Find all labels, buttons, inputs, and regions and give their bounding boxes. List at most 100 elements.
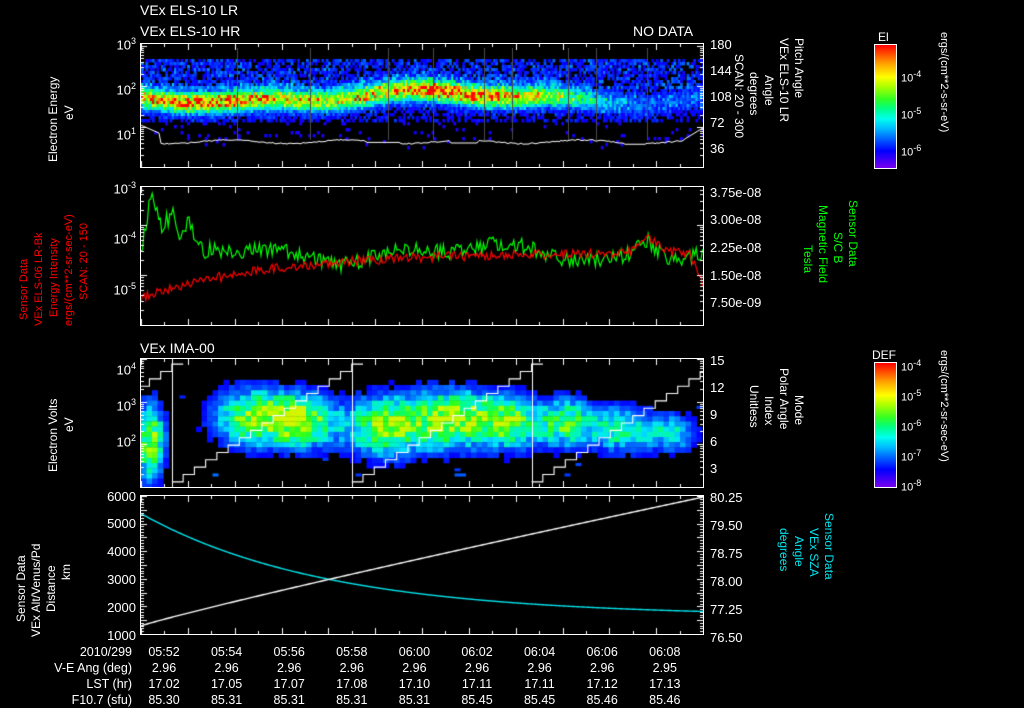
panel4-y2tick-4: 77.25 <box>710 602 743 617</box>
panel3-ytick-0: 104 <box>116 361 136 378</box>
bottom-cell-ve-ang-4: 2.96 <box>402 661 427 675</box>
bottom-cell-f107-3: 85.31 <box>336 693 368 707</box>
bottom-row-label-date: 2010/299 <box>79 645 132 659</box>
bottom-cell-f107-0: 85.30 <box>148 693 180 707</box>
bottom-cell-f107-6: 85.45 <box>523 693 556 707</box>
panel2-line-chart[interactable] <box>140 186 704 326</box>
panel1-y2-label-line4: degrees <box>747 72 761 116</box>
panel2-ytick-1: 10-4 <box>113 230 136 247</box>
panel4-line-chart[interactable] <box>140 495 704 635</box>
panel4-yaxis-label-line4: km <box>59 564 73 580</box>
panel3-y2tick-3: 6 <box>710 434 718 449</box>
bottom-cell-lst-8: 17.13 <box>649 677 681 691</box>
bottom-cell-time-7: 06:06 <box>586 645 618 659</box>
panel3-y2tick-2: 9 <box>710 407 718 422</box>
panel3-y2-label-line1: Mode <box>792 395 806 426</box>
panel2-y2tick-0: 3.75e-08 <box>710 185 762 200</box>
panel4-yaxis-label-line3: Distance <box>44 565 58 612</box>
bottom-cell-ve-ang-0: 2.96 <box>151 661 177 675</box>
panel1-y2tick-0: 180 <box>710 37 732 52</box>
panel4-ytick-4: 2000 <box>107 600 136 615</box>
bottom-cell-time-6: 06:04 <box>523 645 556 659</box>
panel4-ytick-5: 1000 <box>107 628 136 643</box>
panel2-y2-label-line3: Magnetic Field <box>816 205 830 284</box>
panel3-yaxis-label-line1: Electron Volts <box>46 398 60 472</box>
bottom-cell-f107-5: 85.45 <box>461 693 493 707</box>
panel2-y2tick-3: 1.50e-08 <box>710 268 762 283</box>
panel4-ytick-3: 3000 <box>107 572 136 587</box>
bottom-row-label-veang: V-E Ang (deg) <box>54 661 132 675</box>
panel4-y2-label-line2: VEx SZA <box>807 528 821 577</box>
bottom-cell-f107-2: 85.31 <box>273 693 305 707</box>
bottom-row-label-f107: F10.7 (sfu) <box>71 693 132 707</box>
panel3-y2tick-4: 3 <box>710 461 718 476</box>
panel2-yaxis-label-line5: SCAN: 20 - 150 <box>78 222 90 300</box>
bottom-cell-ve-ang-2: 2.96 <box>277 661 302 675</box>
bottom-cell-lst-7: 17.12 <box>586 677 618 691</box>
bottom-cell-lst-6: 17.11 <box>524 677 555 691</box>
bottom-cell-ve-ang-1: 2.96 <box>214 661 239 675</box>
panel1-y2-label-line5: SCAN: 20 - 300 <box>732 54 746 139</box>
panel1-spectrogram[interactable] <box>140 43 704 168</box>
bottom-cell-time-0: 05:52 <box>148 645 180 659</box>
panel4-ytick-1: 5000 <box>107 516 136 531</box>
panel4-y2tick-2: 78.75 <box>710 546 743 561</box>
panel1-y2-label-line2: VEx ELS-10 LR <box>777 38 791 123</box>
panel4-y2tick-5: 76.50 <box>710 630 743 645</box>
panel4-yaxis-label-line2: VEx Alt/Venus/Pd <box>29 543 43 637</box>
panel1-ytick-1: 102 <box>116 81 136 98</box>
panel2-y2-label-line4: Tesla <box>801 245 815 274</box>
colorbar1 <box>874 44 897 169</box>
panel3-y2-label-line3: Index <box>762 396 776 426</box>
bottom-cell-ve-ang-7: 2.96 <box>590 661 615 675</box>
panel1-y2tick-3: 72 <box>710 115 725 130</box>
bottom-cell-ve-ang-8: 2.95 <box>652 661 677 675</box>
panel2-y2tick-1: 3.00e-08 <box>710 212 762 227</box>
bottom-cell-f107-4: 85.31 <box>398 693 431 707</box>
panel2-y2tick-4: 7.50e-09 <box>710 295 762 310</box>
panel4-y2-label-line4: degrees <box>777 528 791 572</box>
bottom-cell-time-1: 05:54 <box>210 645 243 659</box>
panel4-y2-label-line3: Angle <box>792 536 806 567</box>
panel4-ytick-0: 6000 <box>107 489 136 504</box>
panel3-y2tick-0: 15 <box>710 353 725 368</box>
panel1-y2tick-2: 108 <box>710 89 732 104</box>
panel1-ytick-2: 101 <box>116 126 136 143</box>
bottom-cell-f107-7: 85.46 <box>586 693 618 707</box>
bottom-cell-ve-ang-6: 2.96 <box>527 661 552 675</box>
panel3-ytick-2: 102 <box>116 433 136 450</box>
panel1-y2tick-4: 36 <box>710 141 725 156</box>
colorbar1-tick-0: 10-4 <box>901 69 922 85</box>
panel2-yaxis-label-line2: VEx ELS-06 LR-Bk <box>33 232 45 326</box>
panel3-y2tick-1: 12 <box>710 380 725 395</box>
colorbar1-unit-label: ergs/(cm**2-s-sr-eV) <box>938 32 950 133</box>
colorbar3-tick-2: 10-6 <box>901 418 922 434</box>
panel4-ytick-2: 4000 <box>107 544 136 559</box>
panel2-y2-label-line2: S/C B <box>831 232 845 264</box>
panel4-yaxis-label-line1: Sensor Data <box>14 555 28 622</box>
panel1-no-data-label: NO DATA <box>633 23 694 39</box>
colorbar3-tick-3: 10-7 <box>901 448 922 464</box>
panel2-y2tick-2: 2.25e-08 <box>710 240 762 255</box>
panel2-yaxis-label-line3: Energy Intensity <box>48 238 60 317</box>
bottom-cell-time-2: 05:56 <box>273 645 305 659</box>
panel2-yaxis-label-line4: ergs/(cm**2-sr-sec-eV) <box>63 214 75 326</box>
bottom-cell-lst-2: 17.07 <box>273 677 305 691</box>
panel1-yaxis-label-line1: Electron Energy <box>46 76 60 162</box>
bottom-cell-lst-1: 17.05 <box>210 677 243 691</box>
panel2-ytick-0: 10-3 <box>113 180 136 197</box>
colorbar3-unit-label: ergs/(cm**2-sr-sec-eV) <box>938 350 950 462</box>
panel3-spectrogram[interactable] <box>140 358 704 488</box>
bottom-cell-ve-ang-5: 2.96 <box>464 661 490 675</box>
bottom-cell-f107-1: 85.31 <box>210 693 243 707</box>
bottom-cell-f107-8: 85.46 <box>649 693 681 707</box>
colorbar3-tick-1: 10-5 <box>901 388 922 404</box>
colorbar3-tick-4: 10-8 <box>901 478 922 494</box>
panel2-yaxis-label-line1: Sensor Data <box>18 258 30 320</box>
panel4-y2tick-0: 80.25 <box>710 490 743 505</box>
panel1-y2tick-1: 144 <box>710 63 732 78</box>
bottom-cell-lst-5: 17.11 <box>461 677 493 691</box>
colorbar3-title: DEF <box>872 348 896 362</box>
panel1-title-hr: VEx ELS-10 HR <box>140 23 241 39</box>
panel2-ytick-2: 10-5 <box>113 281 136 298</box>
